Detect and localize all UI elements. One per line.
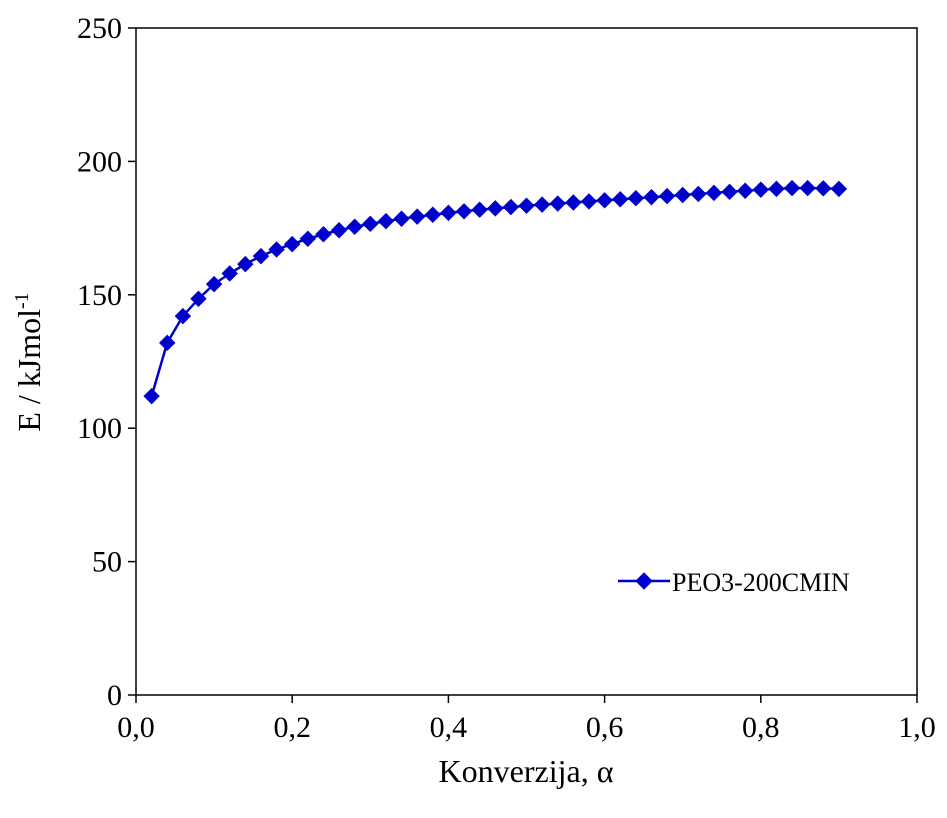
data-point-marker	[565, 194, 582, 211]
data-point-marker	[627, 190, 645, 207]
data-point-marker	[205, 275, 223, 293]
y-tick-label: 150	[77, 279, 122, 312]
data-point-marker	[455, 203, 473, 220]
data-point-marker	[596, 192, 613, 209]
x-tick-label: 0,6	[586, 711, 624, 744]
data-point-marker	[487, 200, 504, 217]
data-point-marker	[768, 180, 785, 198]
x-tick-label: 0,0	[117, 711, 155, 744]
x-tick-label: 0,4	[430, 711, 468, 744]
data-point-marker	[159, 334, 176, 352]
data-point-marker	[268, 241, 285, 258]
data-point-marker	[830, 180, 848, 198]
y-tick-label: 0	[107, 679, 122, 712]
data-point-marker	[783, 179, 801, 197]
data-point-marker	[752, 181, 770, 198]
y-axis-title-main: E / kJmol	[11, 309, 47, 432]
data-point-marker	[705, 184, 723, 202]
data-point-marker	[440, 204, 457, 222]
data-point-marker	[674, 186, 691, 204]
data-point-marker	[736, 182, 754, 199]
data-point-marker	[533, 196, 551, 213]
y-tick-label: 100	[77, 412, 122, 445]
data-point-marker	[502, 198, 520, 216]
plot-area	[135, 27, 918, 696]
data-point-marker	[330, 222, 348, 239]
data-point-marker	[518, 197, 535, 214]
legend-marker-diamond	[635, 572, 653, 590]
data-point-marker	[283, 235, 301, 253]
legend: PEO3-200CMIN	[618, 568, 850, 597]
data-point-marker	[580, 193, 598, 210]
x-tick-label: 1,0	[898, 711, 936, 744]
data-point-marker	[643, 188, 660, 206]
y-axis-title-superscript: -1	[11, 292, 33, 309]
data-point-marker	[377, 212, 395, 230]
data-point-marker	[799, 179, 816, 197]
data-point-marker	[252, 247, 270, 265]
data-point-marker	[143, 387, 160, 405]
legend-label: PEO3-200CMIN	[672, 568, 850, 597]
data-point-marker	[424, 206, 441, 223]
x-axis-ticks: 0,0 0,2 0,4 0,6 0,8 1,0	[117, 695, 936, 744]
data-point-marker	[190, 290, 207, 308]
data-point-marker	[612, 191, 629, 208]
data-point-marker	[237, 255, 254, 273]
y-axis-ticks: 0 50 100 150 200 250	[77, 12, 136, 712]
x-tick-label: 0,8	[742, 711, 780, 744]
data-point-marker	[721, 183, 738, 201]
data-point-marker	[408, 208, 426, 225]
data-point-marker	[299, 230, 317, 247]
x-tick-label: 0,2	[273, 711, 311, 744]
data-point-marker	[315, 226, 332, 243]
data-point-marker	[346, 218, 363, 235]
series-layer	[143, 179, 848, 405]
data-point-marker	[471, 201, 488, 218]
x-axis-title: Konverzija, α	[439, 753, 614, 789]
y-tick-label: 250	[77, 12, 122, 45]
data-point-marker	[658, 187, 676, 205]
data-point-marker	[815, 180, 832, 197]
data-point-marker	[221, 265, 238, 282]
data-point-marker	[393, 210, 410, 227]
data-point-marker	[174, 307, 192, 325]
y-tick-label: 200	[77, 145, 122, 178]
data-point-marker	[362, 215, 379, 233]
data-point-marker	[549, 195, 566, 212]
y-tick-label: 50	[92, 546, 122, 579]
y-axis-title: E / kJmol-1	[11, 292, 47, 431]
data-point-marker	[690, 185, 707, 203]
